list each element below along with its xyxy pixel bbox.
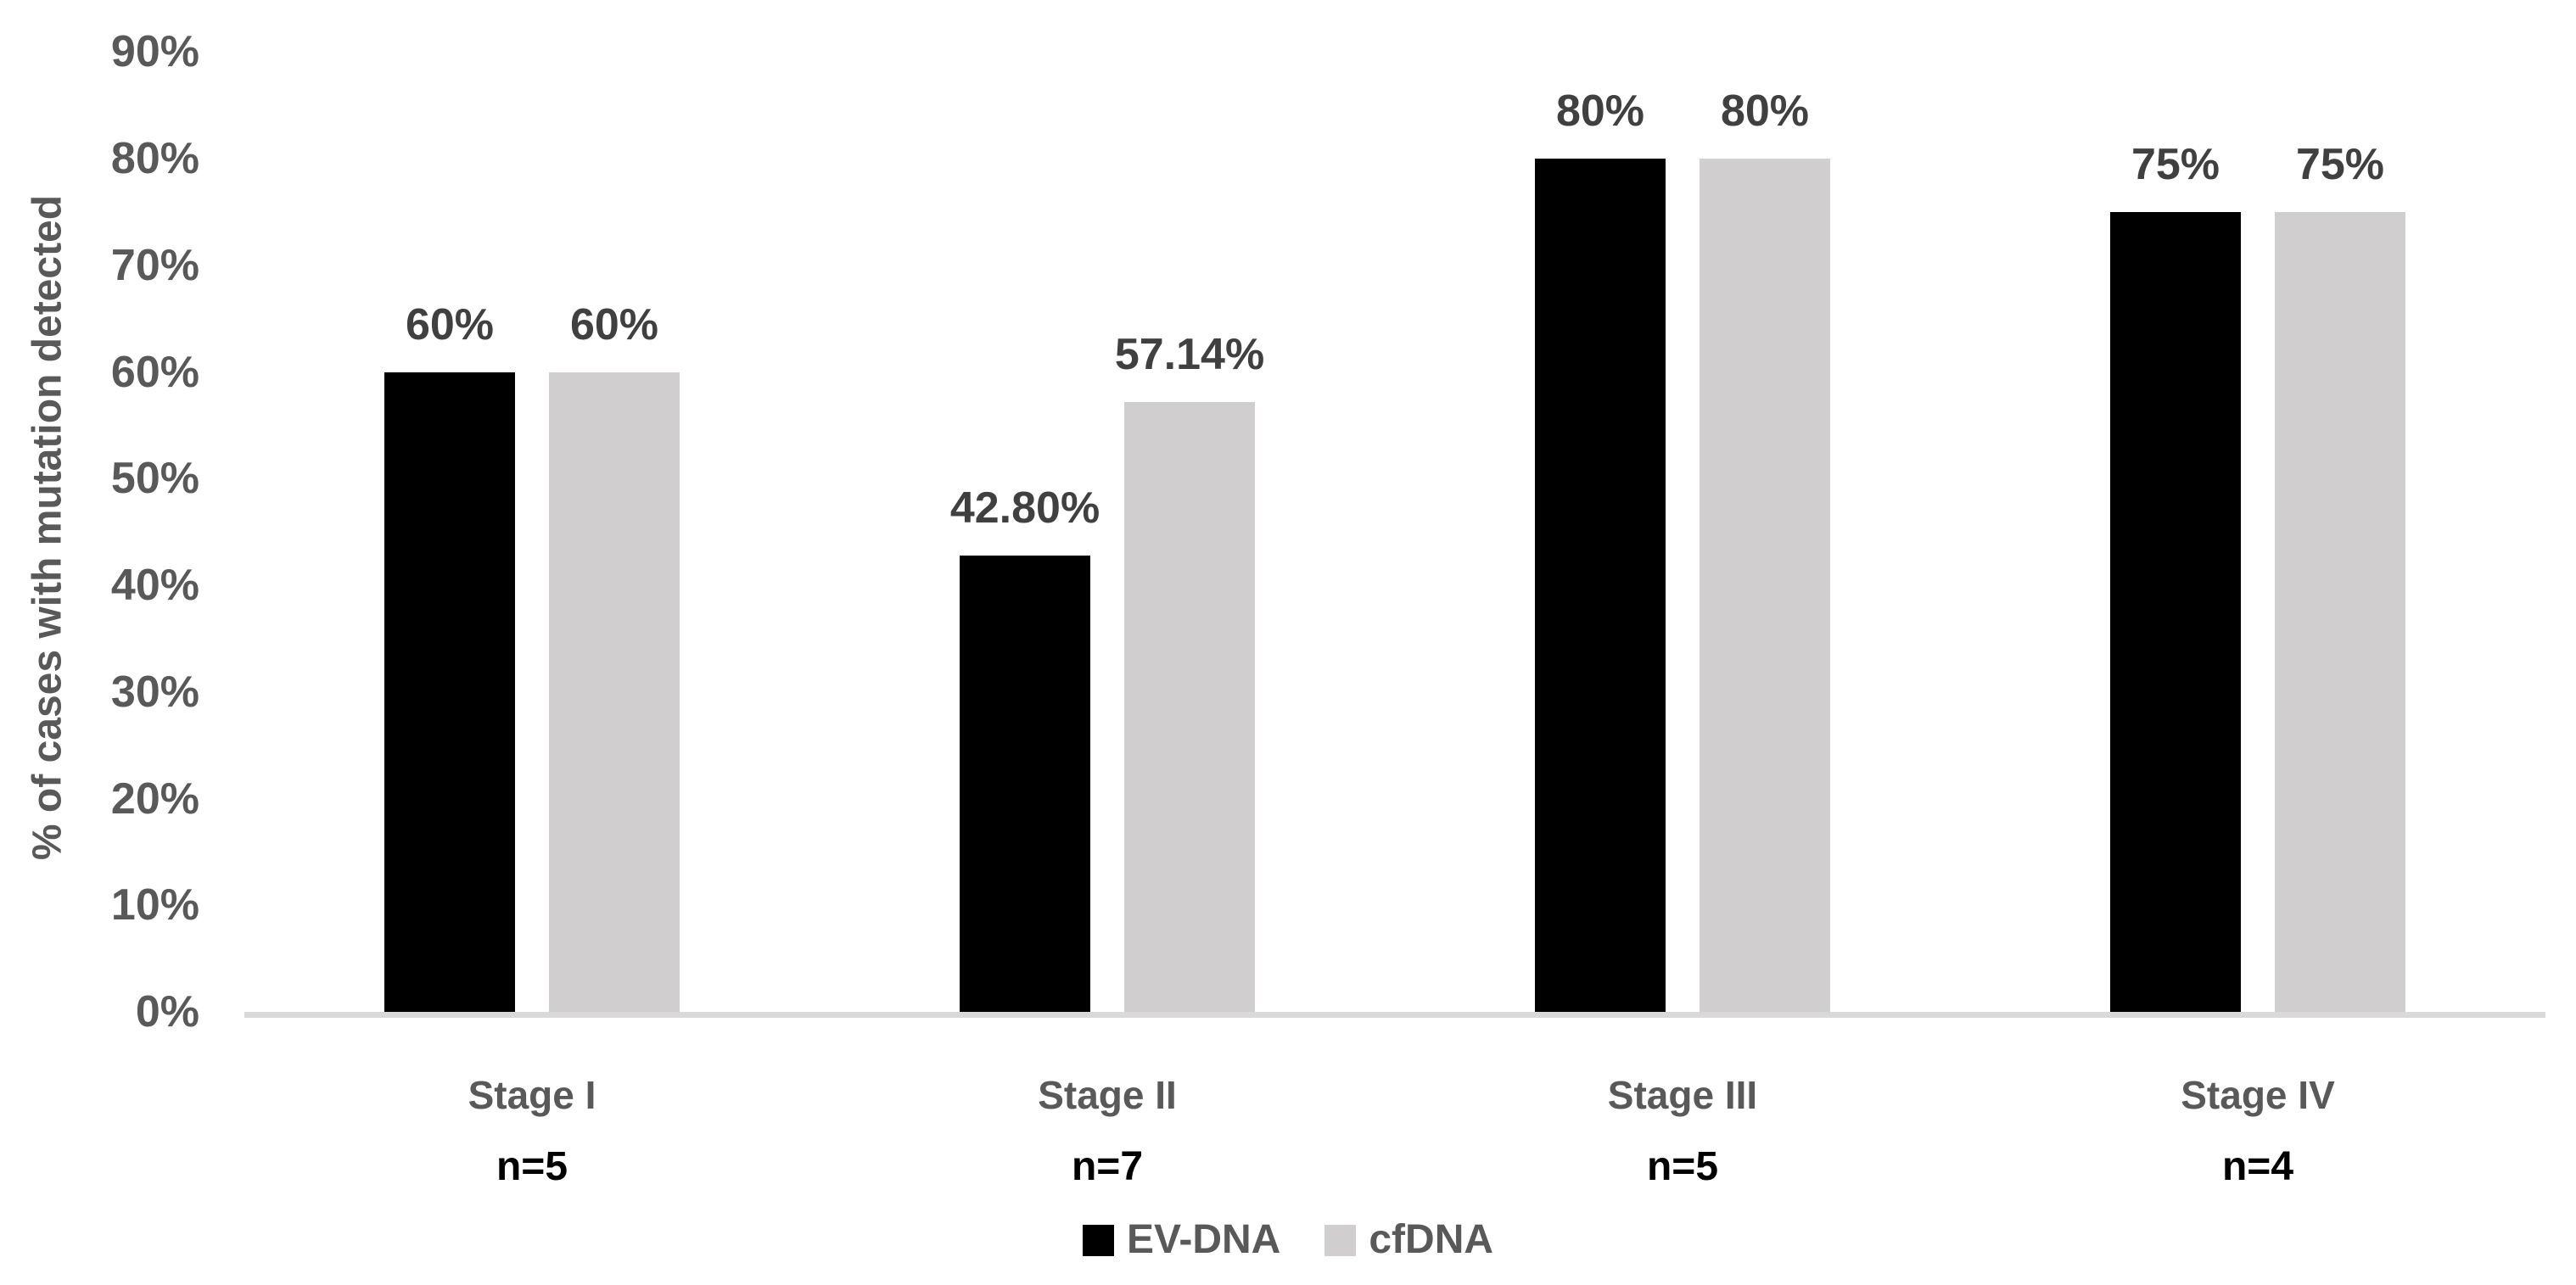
y-tick-label: 0%: [135, 987, 199, 1036]
category-count-label: n=4: [2221, 1144, 2294, 1189]
legend-item-cfdna: cfDNA: [1324, 1220, 1493, 1260]
y-tick-label: 50%: [110, 454, 199, 504]
y-tick-label: 70%: [110, 240, 199, 290]
category-label: Stage IV: [2181, 1073, 2335, 1117]
bar-value-label: 80%: [1720, 87, 1810, 136]
bar-cfdna-stage-iv: 75%: [2275, 142, 2405, 1012]
bar-cfdna-stage-iii: 80%: [1700, 89, 1830, 1012]
category-label: Stage II: [1038, 1073, 1177, 1117]
legend-label: EV-DNA: [1126, 1217, 1281, 1262]
bar-value-label: 60%: [405, 299, 495, 349]
y-tick-label: 30%: [110, 667, 199, 717]
y-tick-label: 60%: [110, 347, 199, 397]
y-tick-label: 90%: [110, 27, 199, 77]
y-tick-label: 80%: [110, 134, 199, 183]
bar-ev-dna-stage-i: 60%: [384, 303, 515, 1012]
legend: EV-DNA cfDNA: [0, 1220, 2576, 1260]
bar-value-label: 75%: [2295, 139, 2385, 189]
y-tick-label: 10%: [110, 880, 199, 930]
legend-item-ev-dna: EV-DNA: [1082, 1217, 1281, 1262]
x-axis-line: [244, 1012, 2545, 1018]
bar-ev-dna-stage-iii: 80%: [1535, 89, 1666, 1012]
legend-swatch-cfdna: [1324, 1224, 1357, 1256]
bar-ev-dna-stage-ii: 42.80%: [950, 486, 1100, 1012]
y-tick-label: 20%: [110, 774, 199, 824]
bar-value-label: 75%: [2131, 139, 2220, 189]
bar-cfdna-stage-i: 60%: [549, 303, 680, 1012]
y-axis-title: % of cases with mutation detected: [25, 194, 70, 861]
bar-ev-dna-stage-iv: 75%: [2110, 142, 2241, 1012]
category-count-label: n=7: [1071, 1144, 1144, 1189]
legend-swatch-ev-dna: [1082, 1224, 1114, 1256]
category-label: Stage III: [1607, 1073, 1758, 1117]
bar-value-label: 57.14%: [1114, 330, 1265, 380]
category-label: Stage I: [468, 1073, 596, 1117]
legend-label: cfDNA: [1369, 1217, 1494, 1262]
y-tick-label: 40%: [110, 561, 199, 610]
bar-cfdna-stage-ii: 57.14%: [1115, 332, 1264, 1012]
category-count-label: n=5: [496, 1144, 568, 1189]
category-count-label: n=5: [1646, 1144, 1719, 1189]
bar-value-label: 42.80%: [949, 483, 1100, 533]
bar-value-label: 60%: [569, 299, 659, 349]
bar-value-label: 80%: [1555, 87, 1645, 136]
